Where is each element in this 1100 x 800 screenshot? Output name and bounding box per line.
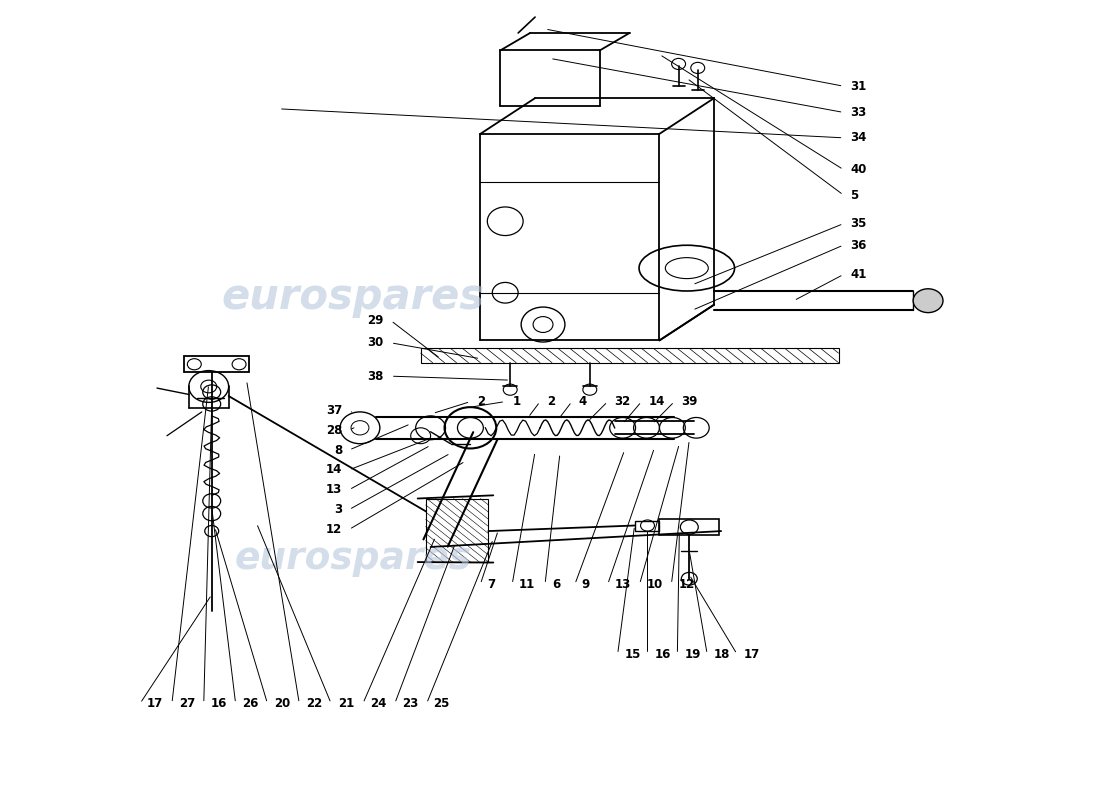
- Text: 35: 35: [850, 217, 867, 230]
- Text: 36: 36: [850, 238, 867, 251]
- Text: 26: 26: [243, 697, 258, 710]
- Text: 34: 34: [850, 131, 867, 144]
- Text: 13: 13: [326, 483, 342, 496]
- Text: 14: 14: [326, 463, 342, 477]
- Text: eurospares: eurospares: [221, 276, 485, 318]
- Text: 10: 10: [647, 578, 663, 591]
- Text: 27: 27: [179, 697, 195, 710]
- Text: 25: 25: [433, 697, 450, 710]
- Text: 13: 13: [615, 578, 631, 591]
- Text: 7: 7: [487, 578, 495, 591]
- Text: eurospares: eurospares: [234, 541, 472, 577]
- Text: 21: 21: [338, 697, 354, 710]
- Text: 22: 22: [306, 697, 322, 710]
- Text: 3: 3: [334, 503, 342, 516]
- Text: 24: 24: [370, 697, 386, 710]
- Text: 19: 19: [684, 648, 701, 661]
- Text: 4: 4: [579, 395, 587, 408]
- Text: 12: 12: [326, 523, 342, 536]
- Text: 20: 20: [274, 697, 290, 710]
- Text: 2: 2: [477, 395, 485, 408]
- Text: 14: 14: [649, 395, 664, 408]
- Text: 23: 23: [402, 697, 418, 710]
- Text: 16: 16: [654, 648, 671, 661]
- Text: 31: 31: [850, 80, 867, 93]
- Text: 41: 41: [850, 268, 867, 281]
- Text: 33: 33: [850, 106, 867, 119]
- Text: 37: 37: [326, 404, 342, 417]
- Text: 40: 40: [850, 163, 867, 176]
- Text: 30: 30: [367, 336, 384, 350]
- Text: 17: 17: [147, 697, 163, 710]
- Text: 5: 5: [850, 189, 859, 202]
- Text: 11: 11: [519, 578, 536, 591]
- Text: 2: 2: [547, 395, 556, 408]
- Text: 29: 29: [367, 314, 384, 327]
- Text: 38: 38: [367, 370, 384, 382]
- Text: 18: 18: [714, 648, 730, 661]
- Text: 39: 39: [681, 395, 697, 408]
- Text: 17: 17: [744, 648, 760, 661]
- Text: 32: 32: [615, 395, 631, 408]
- Text: 9: 9: [582, 578, 590, 591]
- Text: 8: 8: [333, 443, 342, 457]
- Text: 15: 15: [625, 648, 641, 661]
- Circle shape: [913, 289, 943, 313]
- Text: 12: 12: [679, 578, 694, 591]
- Text: 6: 6: [552, 578, 560, 591]
- Text: 16: 16: [211, 697, 227, 710]
- Text: 1: 1: [513, 395, 520, 408]
- Text: 28: 28: [326, 424, 342, 437]
